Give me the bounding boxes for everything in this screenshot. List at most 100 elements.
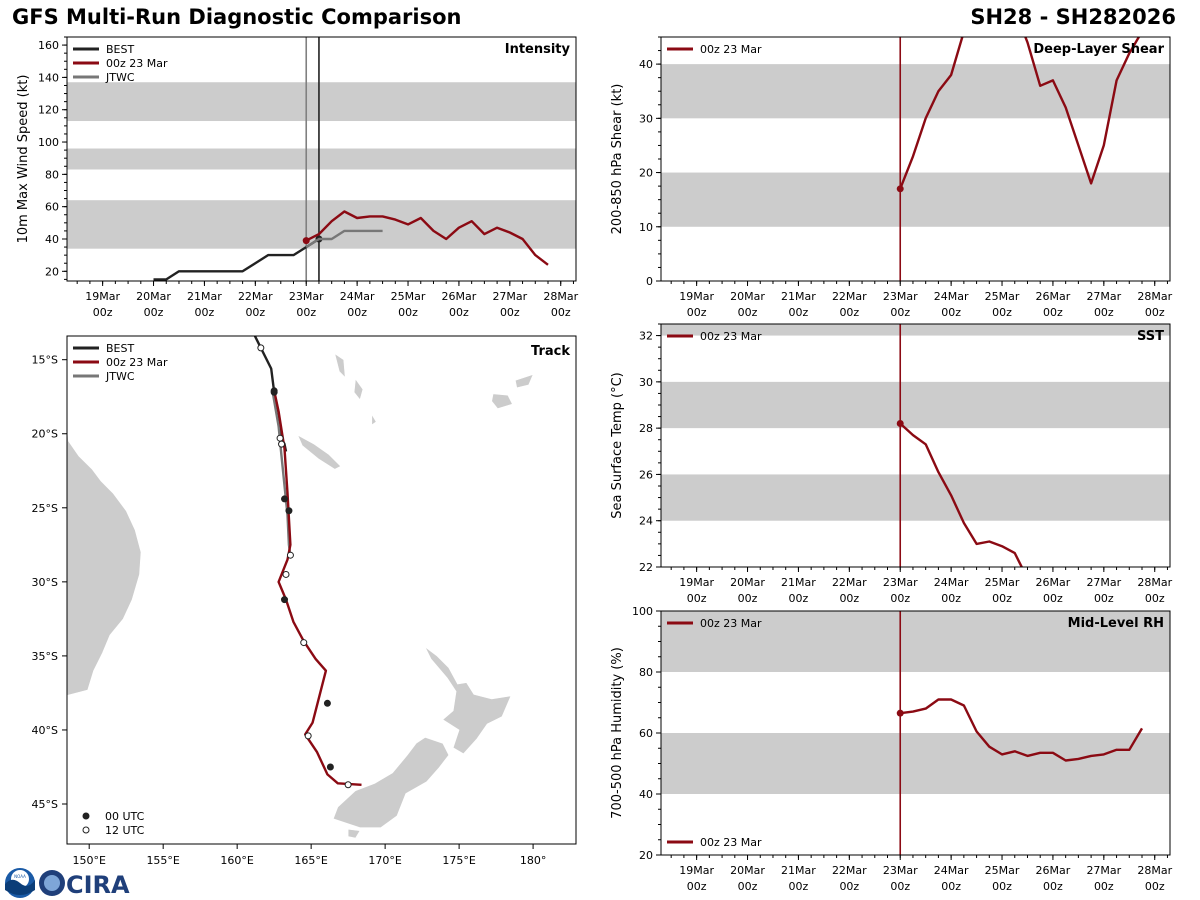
intensity-series-best [153,237,320,281]
vanuatu-island [334,353,346,379]
shear-init-marker-00z-23-mar [896,185,904,193]
intensity-ytick-label: 60 [45,201,59,214]
track-point-00utc [281,596,289,604]
intensity-legend-label-00z-23-mar: 00z 23 Mar [106,57,168,70]
track-legend-label-best: BEST [106,342,134,355]
sst-xtick-label: 24Mar [934,576,969,589]
sst-panel: 22 24 26 28 30 32 19Mar 00z 20Mar 00z 21Mar 00z 22Ma… [610,323,1173,605]
track-xtick-label: 155°E [146,854,179,867]
track-point-12utc [282,570,290,578]
sst-xtick-sublabel: 00z [992,592,1012,605]
rh-xtick-sublabel: 00z [839,880,859,893]
rh-xtick-sublabel: 00z [941,880,961,893]
track-xtick-label: 180° [520,854,547,867]
rh-xtick-sublabel: 00z [1043,880,1063,893]
shear-xtick-sublabel: 00z [738,306,758,319]
intensity-xtick-label: 20Mar [136,290,171,303]
track-point-00utc [281,495,289,503]
sst-shade-band-0 [661,474,1170,521]
rh-legend-label-00z-23-mar: 00z 23 Mar [700,617,762,630]
sst-ylabel: Sea Surface Temp (°C) [610,372,625,519]
sst-xtick-label: 26Mar [1036,576,1071,589]
sst-init-marker-00z-23-mar [896,420,904,428]
shear-xtick-label: 20Mar [730,290,765,303]
sst-xtick-sublabel: 00z [738,592,758,605]
track-xtick-label: 170°E [368,854,401,867]
sst-xtick-label: 23Mar [883,576,918,589]
shear-xtick-label: 28Mar [1137,290,1172,303]
logos: NOAA CIRA [5,868,130,899]
sst-frame [660,323,1171,568]
intensity-ytick-label: 100 [38,136,59,149]
shear-xtick-sublabel: 00z [1094,306,1114,319]
sst-ytick-label: 26 [639,468,653,481]
intensity-title: Intensity [505,42,571,57]
intensity-ytick-label: 120 [38,104,59,117]
track-point-00utc [270,387,278,395]
shear-xtick-label: 25Mar [985,290,1020,303]
rh-bottom-legend-label-00z-23-mar: 00z 23 Mar [700,836,762,849]
stewart-island [347,828,361,839]
track-ytick-label: 15°S [32,354,58,367]
track-point-00utc [326,763,334,771]
rh-xtick-sublabel: 00z [1145,880,1165,893]
intensity-init-marker-00z-23-mar [302,237,310,245]
track-ytick-label: 25°S [32,502,58,515]
sst-xtick-sublabel: 00z [789,592,809,605]
rh-shade-band-0 [661,733,1170,794]
sst-legend-label-00z-23-mar: 00z 23 Mar [700,330,762,343]
track-frame [66,335,577,845]
intensity-xtick-label: 27Mar [492,290,527,303]
shear-xtick-sublabel: 00z [941,306,961,319]
sst-ytick-label: 30 [639,376,653,389]
rh-xtick-sublabel: 00z [1094,880,1114,893]
shear-series-00z-23-mar [899,37,1141,190]
shear-xtick-label: 23Mar [883,290,918,303]
sst-title: SST [1137,329,1164,344]
vanuatu-island [353,378,364,401]
shear-xtick-sublabel: 00z [890,306,910,319]
shear-shade-band-1 [661,64,1170,119]
rh-series-00z-23-mar [900,698,1144,762]
rh-ytick-label: 80 [639,666,653,679]
intensity-ytick-label: 160 [38,39,59,52]
sst-xtick-sublabel: 00z [890,592,910,605]
track-point-12utc [286,551,294,559]
fiji-island [514,374,534,389]
sst-xtick-label: 19Mar [679,576,714,589]
intensity-legend-label-jtwc: JTWC [105,71,135,84]
sst-shade-band-2 [661,324,1170,336]
new-zealand-north-island [424,646,512,755]
rh-xtick-label: 24Mar [934,864,969,877]
storm-id-title: SH28 - SH282026 [970,5,1176,29]
track-xtick-label: 150°E [72,854,105,867]
rh-title: Mid-Level RH [1068,616,1164,631]
shear-ytick-label: 20 [639,167,653,180]
rh-xtick-label: 21Mar [781,864,816,877]
intensity-xtick-label: 19Mar [85,290,120,303]
sst-xtick-label: 28Mar [1137,576,1172,589]
shear-xtick-label: 21Mar [781,290,816,303]
shear-xtick-label: 24Mar [934,290,969,303]
intensity-xtick-label: 23Mar [289,290,324,303]
shear-xtick-label: 19Mar [679,290,714,303]
shear-ytick-label: 40 [639,58,653,71]
rh-xtick-label: 27Mar [1086,864,1121,877]
intensity-plot-area [67,37,576,281]
shear-xtick-label: 26Mar [1036,290,1071,303]
shear-ytick-label: 10 [639,221,653,234]
svg-text:NOAA: NOAA [14,874,26,879]
intensity-xtick-sublabel: 00z [144,306,164,319]
rh-xtick-sublabel: 00z [687,880,707,893]
rh-xtick-label: 22Mar [832,864,867,877]
cira-logo: CIRA [39,870,130,899]
rh-ytick-label: 100 [632,605,653,618]
sst-xtick-label: 22Mar [832,576,867,589]
shear-xtick-sublabel: 00z [1043,306,1063,319]
shear-xtick-sublabel: 00z [992,306,1012,319]
sst-xtick-sublabel: 00z [941,592,961,605]
intensity-ytick-label: 20 [45,265,59,278]
track-legend-label-jtwc: JTWC [105,370,135,383]
sst-xtick-sublabel: 00z [1043,592,1063,605]
shear-title: Deep-Layer Shear [1033,42,1164,57]
